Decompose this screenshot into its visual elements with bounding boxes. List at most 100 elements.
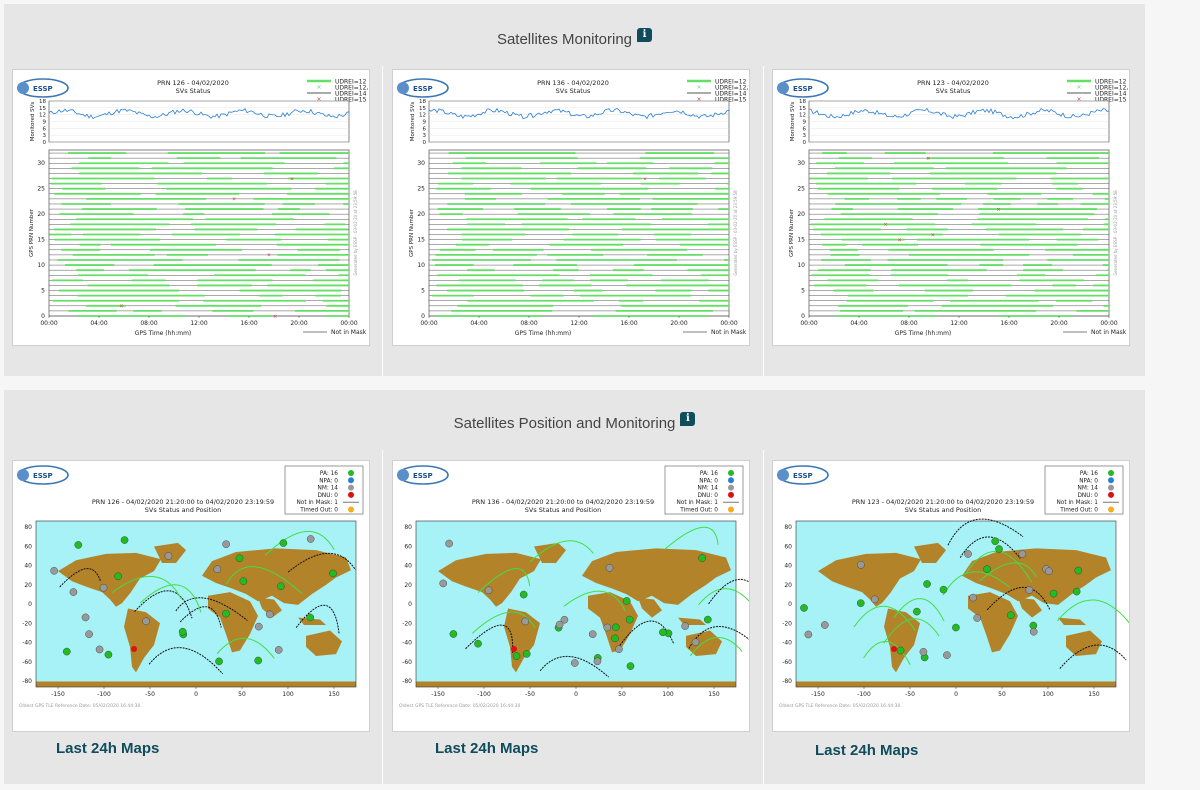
top-ytick-label: 15 [419,106,426,112]
globe-icon [397,469,409,481]
map-xtick-label: -150 [431,691,445,698]
satellite-track [619,620,675,646]
top-ylabel: Monitored SVs [410,102,416,142]
map-xtick-label: -100 [477,691,491,698]
sv-position-map: ESSP PRN 123 - 04/02/2020 21:20:00 to 04/… [777,465,1129,709]
land [36,681,356,687]
map-legend-label: NPA: 0 [319,478,338,484]
logo-text: ESSP [793,472,813,480]
satellite-marker [870,595,879,604]
legend-dot [1108,477,1114,484]
satellite-track [139,584,202,613]
satellite-marker [50,567,58,575]
satellite-marker [923,580,931,588]
satellite-marker [1018,550,1027,558]
info-icon[interactable]: i [637,28,653,42]
ocean [416,521,736,687]
chart-title: PRN 136 - 04/02/2020 [537,79,609,87]
land [438,552,541,607]
xtick-label: 04:00 [470,320,487,327]
map-ytick-label: 20 [784,582,792,589]
satellite-track [295,604,340,635]
world-map [796,521,1116,687]
map-ytick-label: -60 [402,659,412,666]
map-legend-label: NM: 14 [317,486,338,492]
top-ylabel: Monitored SVs [790,102,796,142]
map-ytick-label: -20 [402,620,412,627]
essp-logo: ESSP [397,78,449,98]
xtick-label: 00:00 [420,320,437,327]
satellite-track [264,530,335,556]
sv-status-chart-card: ESSP PRN 123 - 04/02/2020 SVs Status UDREI=… [772,69,1130,346]
tle-reference-text: Oldest GPS TLE Reference Date: 05/02/202… [779,703,900,709]
xtick-label: 12:00 [950,320,967,327]
satellite-marker [1072,587,1081,596]
main-ytick-label: 30 [417,160,425,167]
udrei15-marker: × [883,222,887,228]
map-ytick-label: -20 [22,620,32,627]
map-ytick-label: 40 [24,563,32,570]
map-legend-label: Timed Out: 0 [299,508,338,514]
satellite-marker [983,565,991,573]
satellite-marker [99,583,108,592]
satellite-marker [95,645,104,654]
monitored-svs-line [48,107,350,120]
map-xtick-label: 100 [662,691,674,698]
udrei15-marker: × [232,197,236,203]
map-xtick-label: -150 [51,691,65,698]
xtick-label: 00:00 [800,320,817,327]
top-ytick-label: 3 [803,133,807,139]
map-ytick-label: 80 [784,524,792,531]
geo-satellite-marker [511,646,517,652]
main-ytick-label: 10 [37,262,45,269]
legend-label: UDREI=12,13 [335,85,369,92]
section-title: Satellites Monitoring [496,31,633,48]
logo-text: ESSP [793,85,813,93]
satellite-marker [235,554,244,563]
satellite-marker [939,585,948,594]
top-ytick-label: 15 [39,106,46,112]
info-icon[interactable]: i [680,412,696,426]
land [124,608,160,673]
satellite-marker [274,646,283,654]
satellite-marker [279,539,288,547]
satellite-marker [943,651,951,659]
satellite-marker [521,617,530,626]
main-ytick-label: 20 [417,211,425,218]
globe-icon [17,469,29,481]
satellite-marker [995,545,1003,553]
xtick-label: 16:00 [620,320,637,327]
satellite-track [563,590,626,612]
legend-dot [1108,484,1114,491]
map-ytick-label: 60 [404,543,412,550]
last-24h-maps-link[interactable]: Last 24h Maps [435,740,539,757]
main-ytick-label: 30 [37,160,45,167]
last-24h-maps-link[interactable]: Last 24h Maps [56,740,160,757]
top-ytick-label: 3 [43,133,47,139]
satellite-marker [142,617,150,626]
satellite-marker [570,659,579,667]
main-ytick-label: 10 [797,262,805,269]
map-ytick-label: 80 [404,524,412,531]
xtick-label: 00:00 [40,320,57,327]
map-xtick-label: -100 [857,691,871,698]
satellite-marker [964,550,972,558]
legend-marker: × [1076,84,1081,91]
satellite-marker [474,639,482,648]
map-title: PRN 126 - 04/02/2020 21:20:00 to 04/02/2… [92,498,274,506]
map-xtick-label: 0 [954,691,958,698]
top-ytick-label: 3 [423,133,427,139]
not-in-mask-label: Not in Mask [1091,329,1127,336]
column-divider [382,66,383,376]
satellite-track [477,568,531,593]
legend-dot [728,470,734,476]
top-ytick-label: 0 [43,140,47,146]
satellite-track [529,540,594,563]
land [796,681,1116,687]
legend-dot [728,491,734,498]
last-24h-maps-link[interactable]: Last 24h Maps [815,742,919,759]
chart-subtitle: SVs Status [176,87,211,95]
satellite-track [689,636,743,657]
globe-icon [777,82,789,94]
map-ytick-label: 40 [404,563,412,570]
